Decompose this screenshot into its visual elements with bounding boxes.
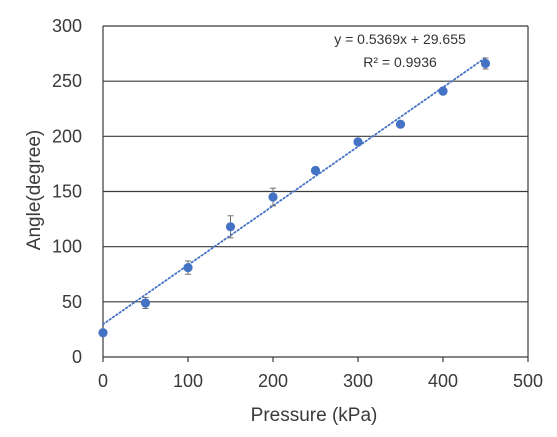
x-axis-title: Pressure (kPa): [251, 405, 378, 426]
gridlines: [103, 25, 528, 303]
y-tick-label: 100: [52, 237, 82, 257]
y-tick-label: 300: [52, 16, 82, 36]
data-point: [98, 328, 108, 338]
data-point: [310, 165, 321, 176]
data-point: [140, 298, 151, 308]
data-points: [98, 58, 491, 338]
trendline-equation: y = 0.5369x + 29.655: [334, 31, 466, 47]
data-point: [438, 86, 448, 96]
error-bars: [100, 57, 489, 337]
y-tick-label: 50: [62, 292, 82, 312]
data-point: [480, 58, 491, 69]
x-tick-label: 0: [98, 371, 108, 391]
linear-trendline: [102, 56, 487, 326]
y-tick-label: 200: [52, 126, 82, 146]
data-point: [183, 263, 193, 273]
x-tick-label: 200: [258, 371, 288, 391]
axes: [102, 26, 529, 362]
trendline-layer: [102, 56, 487, 326]
x-tick-label: 500: [513, 371, 543, 391]
x-tick-label: 400: [428, 371, 458, 391]
y-tick-label: 0: [72, 347, 82, 367]
y-tick-label: 150: [52, 182, 82, 202]
tick-labels: 0 100 200 300 400 500 0 50 100 150 200 250 300: [52, 16, 543, 391]
x-tick-label: 100: [173, 371, 203, 391]
data-point: [268, 192, 278, 202]
y-tick-label: 250: [52, 71, 82, 91]
x-tick-label: 300: [343, 371, 373, 391]
data-point: [395, 119, 406, 129]
r-squared-label: R² = 0.9936: [363, 54, 437, 70]
data-point: [353, 137, 363, 147]
y-axis-title: Angle(degree): [24, 130, 45, 250]
data-point: [225, 222, 236, 232]
